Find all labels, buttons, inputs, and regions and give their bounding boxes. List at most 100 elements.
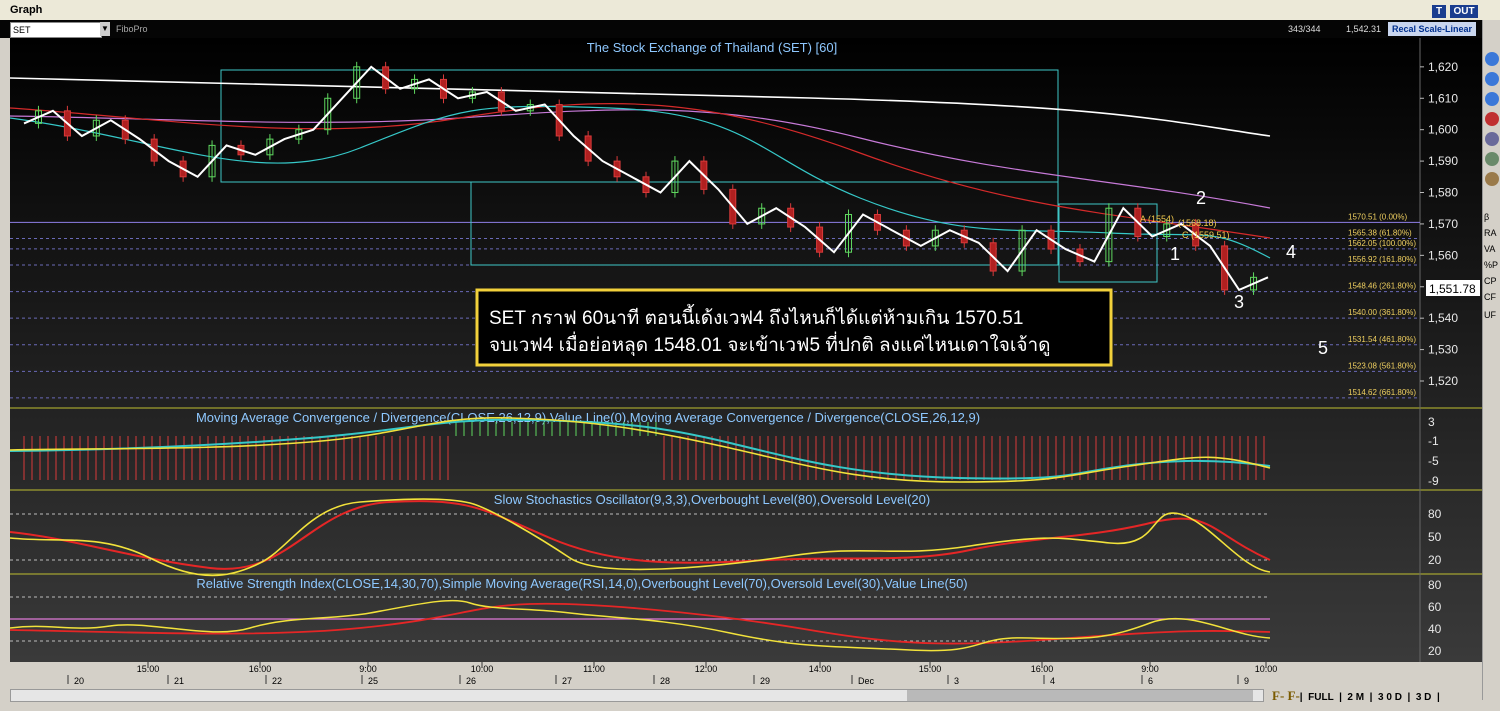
last-price: 1,542.31 [1346,24,1382,34]
price-tick-label: 1,520 [1428,374,1458,388]
stochastic-tick-label: 80 [1428,507,1442,521]
price-badge: 1,551.78 [1429,282,1476,296]
price-tick-label: 1,610 [1428,91,1458,105]
main-chart-title: The Stock Exchange of Thailand (SET) [60… [587,40,838,55]
price-tick-label: 1,580 [1428,186,1458,200]
scrollbar-thumb[interactable] [907,690,1253,701]
close-icon[interactable] [1485,112,1499,126]
drawing-tool-label: FiboPro [116,24,148,34]
candle-body [1105,207,1113,263]
fib-level-label: 1570.51 (0.00%) [1348,212,1407,221]
refresh-icon[interactable] [1485,92,1499,106]
range-buttons[interactable]: F- F-| FULL | 2 M | 3 0 D | 3 D | [1272,688,1440,704]
date-tick-label: 3 [954,676,959,686]
left-strip [0,38,10,664]
stochastic-slow-line [10,500,1271,570]
wave-labels: 1 2 3 4 5 [1170,188,1328,358]
zigzag-line [23,65,1269,292]
date-tick-label: 27 [562,676,572,686]
t-button[interactable]: T [1432,5,1446,18]
time-tick-label: 15:00 [919,664,942,674]
stochastic-title: Slow Stochastics Oscillator(9,3,3),Overb… [494,492,930,507]
rsi-tick-label: 20 [1428,644,1442,658]
bottom-bar: F- F-| FULL | 2 M | 3 0 D | 3 D | [0,686,1482,711]
macd-panel: Moving Average Convergence / Divergence(… [10,410,1439,488]
date-tick-label: 25 [368,676,378,686]
fx-icon[interactable]: F- F- [1272,688,1300,703]
tool-percent-p[interactable]: %P [1484,260,1499,270]
fib-level-label: 1548.46 (261.80%) [1348,282,1416,291]
macd-signal-line [10,418,1271,480]
fib-point-c: C (1559.51) [1182,230,1230,240]
fib-level-label: 1556.92 (161.80%) [1348,255,1416,264]
candle-body [34,110,42,124]
chevron-down-icon[interactable]: ▼ [100,22,110,36]
time-axis: 15:00 16:00 9:00 10:00 11:00 12:00 14:00 15:00 1… [10,662,1482,686]
rsi-panel: Relative Strength Index(CLOSE,14,30,70),… [10,576,1442,658]
wave-label-2: 2 [1196,188,1206,208]
fib-level-label: 1562.05 (100.00%) [1348,239,1416,248]
fib-point-a: A (1554) [1140,214,1174,224]
stochastic-tick-label: 50 [1428,530,1442,544]
ma-mid-line [10,109,1271,209]
macd-tick-label: 3 [1428,415,1435,429]
candle-body [266,138,274,156]
fib-level-label: 1531.54 (461.80%) [1348,335,1416,344]
tool-cf[interactable]: CF [1484,292,1496,302]
wave-label-5: 5 [1318,338,1328,358]
fibonacci-levels: 1570.51 (0.00%) 1565.38 (61.80%) 1562.05 (… [10,212,1420,399]
time-tick-label: 10:00 [1255,664,1278,674]
wave-label-4: 4 [1286,242,1296,262]
range-button-labels[interactable]: | FULL | 2 M | 3 0 D | 3 D | [1299,692,1440,703]
rsi-tick-label: 80 [1428,578,1442,592]
tool-va[interactable]: VA [1484,244,1496,254]
indicator-icon[interactable] [1485,172,1499,186]
candle-body [92,119,100,137]
tool-beta[interactable]: β [1484,212,1490,222]
tool-uf[interactable]: UF [1484,310,1496,320]
time-tick-label: 15:00 [137,664,160,674]
grid-icon[interactable] [1485,132,1499,146]
fib-level-label: 1565.38 (61.80%) [1348,228,1412,237]
rsi-axis: 80 60 40 20 [1428,578,1442,658]
macd-axis: 3 -1 -5 -9 [1428,415,1439,488]
tool-cp[interactable]: CP [1484,276,1497,286]
stochastic-tick-label: 20 [1428,553,1442,567]
candle-body [1250,276,1258,291]
candle-body [208,144,216,178]
date-tick-label: Dec [858,676,875,686]
rsi-sma-line [10,602,1271,645]
tool-ra[interactable]: RA [1484,228,1497,238]
time-tick-label: 9:00 [1141,664,1159,674]
ma-short-line [10,102,1271,239]
date-tick-label: 6 [1148,676,1153,686]
time-tick-label: 16:00 [249,664,272,674]
date-tick-label: 29 [760,676,770,686]
rsi-title: Relative Strength Index(CLOSE,14,30,70),… [196,576,967,591]
zoom-in-icon[interactable] [1485,52,1499,66]
date-tick-label: 28 [660,676,670,686]
time-tick-label: 16:00 [1031,664,1054,674]
date-tick-label: 20 [74,676,84,686]
symbol-input[interactable]: SET [10,22,102,38]
candle-body [324,97,332,131]
ma-long-line [10,77,1271,137]
macd-tick-label: -9 [1428,474,1439,488]
date-tick-label: 22 [272,676,282,686]
main-price-panel: The Stock Exchange of Thailand (SET) [60… [10,40,1480,399]
macd-tick-label: -5 [1428,454,1439,468]
bar-count: 343/344 [1288,24,1321,34]
time-tick-label: 10:00 [471,664,494,674]
window-titlebar: Graph T OUT [0,0,1500,21]
price-tick-label: 1,560 [1428,248,1458,262]
rsi-tick-label: 60 [1428,600,1442,614]
chart-area[interactable]: The Stock Exchange of Thailand (SET) [60… [10,38,1482,686]
drawing-icon[interactable] [1485,152,1499,166]
macd-histogram [23,422,1265,480]
time-tick-label: 9:00 [359,664,377,674]
horizontal-scrollbar[interactable] [10,689,1264,702]
time-axis-bg [10,662,1482,686]
zoom-out-icon[interactable] [1485,72,1499,86]
recal-scale-button[interactable]: Recal Scale-Linear [1388,22,1476,36]
out-button[interactable]: OUT [1450,5,1478,18]
